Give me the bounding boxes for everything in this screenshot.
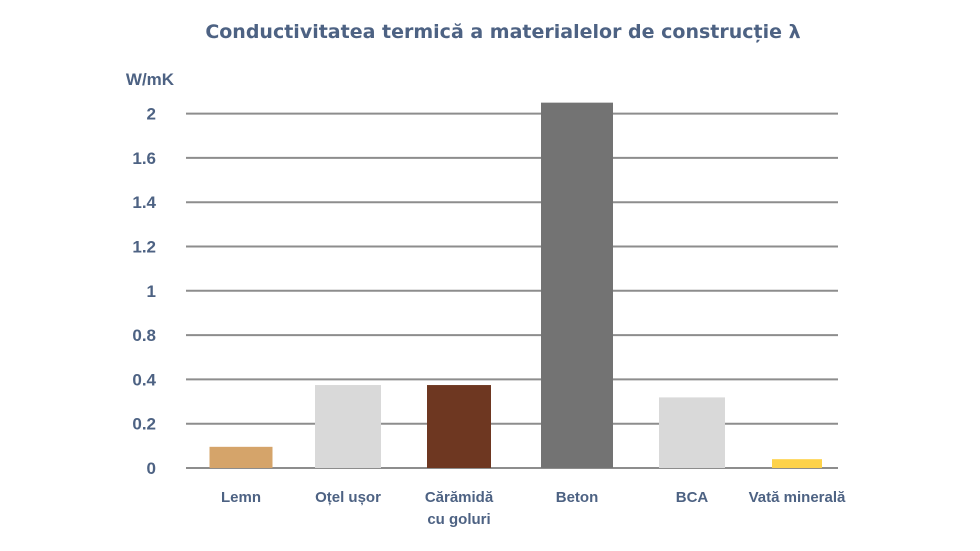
gridlines [186,112,838,469]
x-axis-categories: Lemn Oțel ușor Cărămidă cu goluri Beton BCA Va… [221,489,846,528]
chart-title: Conductivitatea termică a materialelor d… [205,21,800,43]
y-tick-label: 0.2 [132,415,156,434]
y-tick-label: 2 [147,105,156,124]
bar [315,385,381,468]
y-tick-label: 1 [147,282,156,301]
bar [541,102,613,469]
bars [209,102,822,469]
bar [427,385,491,468]
y-tick-label: 1.6 [132,149,156,168]
x-category-label: Beton [556,489,599,506]
x-category-label: Vată minerală [749,489,846,506]
y-tick-label: 0 [147,459,156,478]
y-tick-label: 1.2 [132,238,156,257]
y-tick-label: 0.8 [132,326,156,345]
x-category-label: BCA [676,489,709,506]
bar [772,459,822,468]
y-axis-ticks: 0 0.2 0.4 0.8 1 1.2 1.4 1.6 2 [132,105,156,478]
bar [659,397,725,468]
x-category-label: Lemn [221,489,261,506]
x-category-label: Cărămidă [425,489,494,506]
x-category-label: Oțel ușor [315,489,381,506]
y-tick-label: 0.4 [132,370,156,389]
x-category-label: cu goluri [427,511,490,528]
y-tick-label: 1.4 [132,193,156,212]
y-axis-unit: W/mK [126,70,175,89]
bar [209,446,273,468]
